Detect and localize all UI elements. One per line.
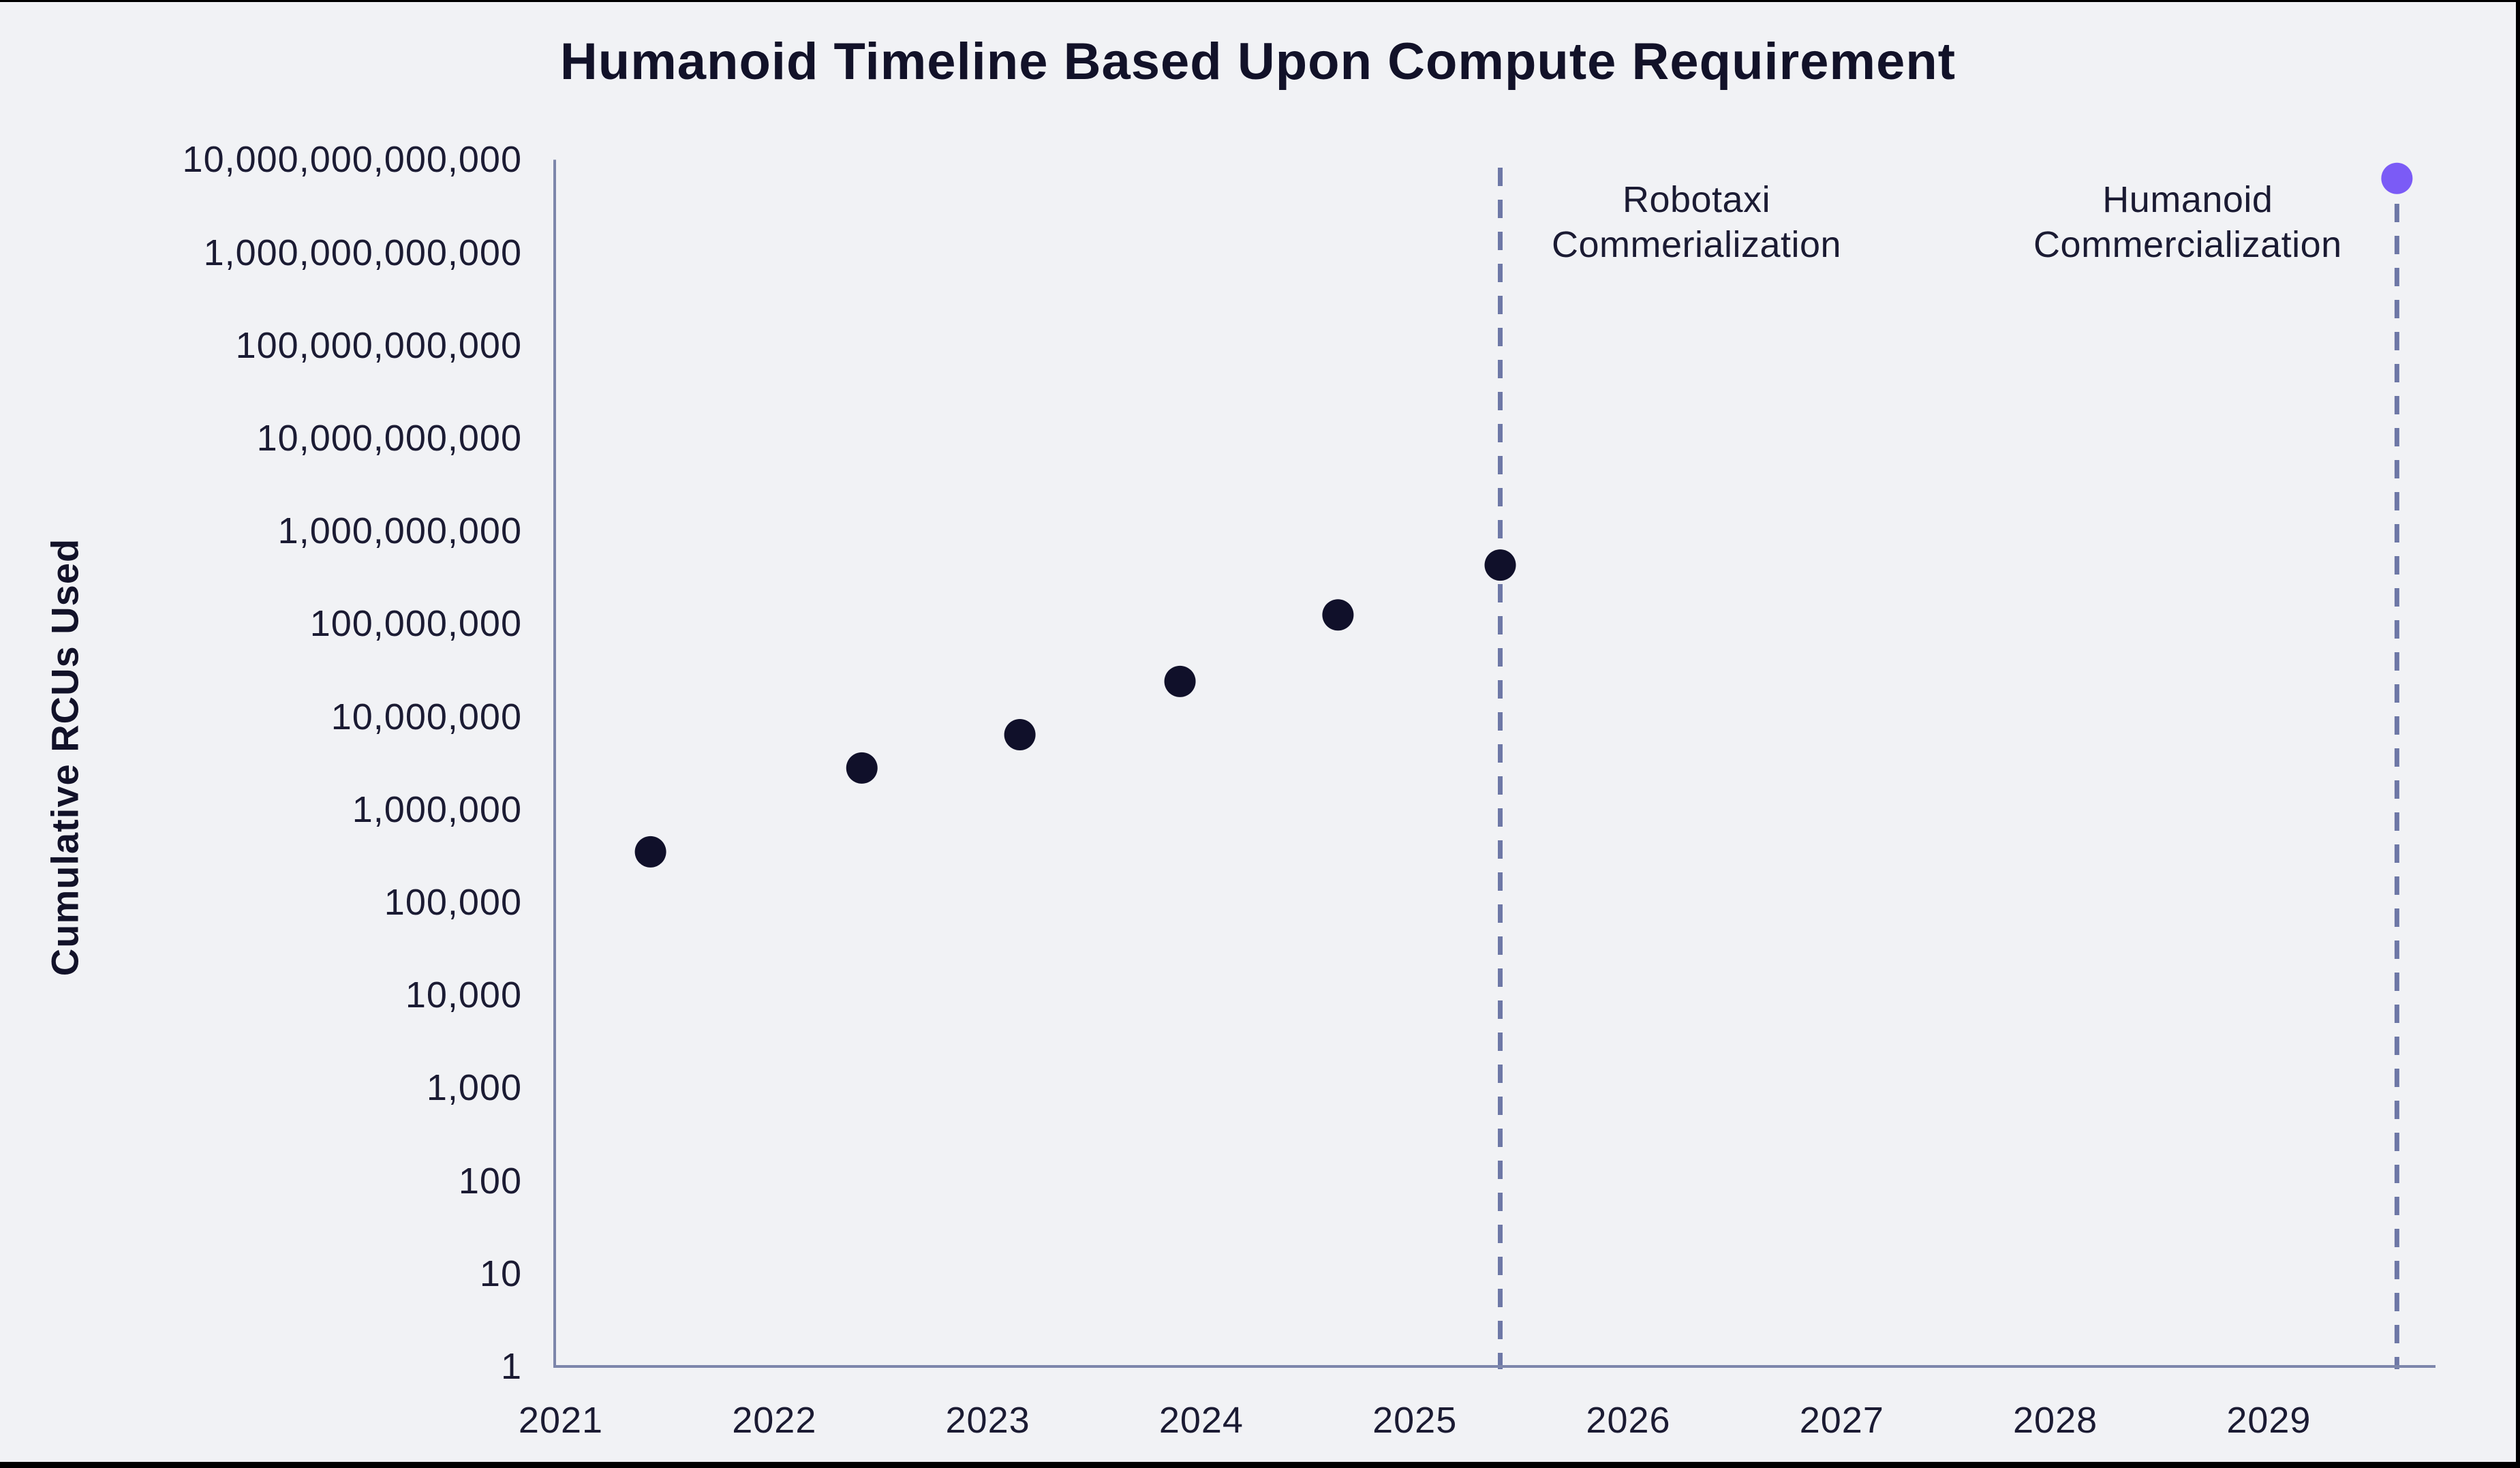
y-tick-label: 1,000,000,000	[277, 510, 522, 552]
x-tick-label: 2028	[2013, 1400, 2098, 1441]
y-tick-label: 10,000,000,000	[256, 418, 522, 459]
chart-title: Humanoid Timeline Based Upon Compute Req…	[559, 33, 1956, 91]
data-point	[1164, 665, 1196, 697]
event-annotation-line: Commerialization	[1551, 224, 1842, 265]
y-tick-label: 1	[500, 1346, 522, 1387]
data-point	[2381, 162, 2413, 194]
y-tick-label: 1,000,000	[352, 789, 522, 830]
event-annotation: Humanoid Commercialization	[2033, 177, 2342, 267]
event-annotation: Robotaxi Commerialization	[1552, 177, 1841, 267]
y-tick-label: 10	[479, 1253, 522, 1294]
x-tick-label: 2029	[2226, 1400, 2311, 1441]
data-point	[1004, 718, 1036, 750]
y-tick-label: 100	[458, 1160, 522, 1202]
x-tick-label: 2021	[518, 1400, 604, 1441]
y-tick-label: 10,000	[405, 975, 522, 1016]
data-point	[1484, 549, 1516, 581]
x-tick-label: 2023	[945, 1400, 1030, 1441]
y-tick-label: 1,000,000,000,000	[203, 232, 522, 273]
data-point	[634, 836, 666, 868]
x-tick-label: 2025	[1372, 1400, 1458, 1441]
x-tick-label: 2027	[1799, 1400, 1884, 1441]
y-tick-label: 10,000,000,000,000	[182, 139, 522, 181]
x-tick-label: 2026	[1586, 1400, 1671, 1441]
data-point	[846, 752, 878, 784]
x-tick-label: 2024	[1158, 1400, 1244, 1441]
event-annotation-line: Robotaxi	[1622, 179, 1771, 220]
event-annotation-line: Humanoid	[2102, 179, 2273, 220]
y-tick-label: 100,000,000,000	[235, 324, 522, 366]
y-tick-label: 10,000,000	[331, 696, 522, 737]
y-tick-label: 1,000	[426, 1067, 522, 1109]
event-annotation-line: Commercialization	[2033, 224, 2342, 265]
y-tick-label: 100,000,000	[309, 603, 522, 645]
data-point	[1322, 599, 1354, 631]
x-tick-label: 2022	[732, 1400, 817, 1441]
y-tick-label: 100,000	[384, 882, 522, 923]
